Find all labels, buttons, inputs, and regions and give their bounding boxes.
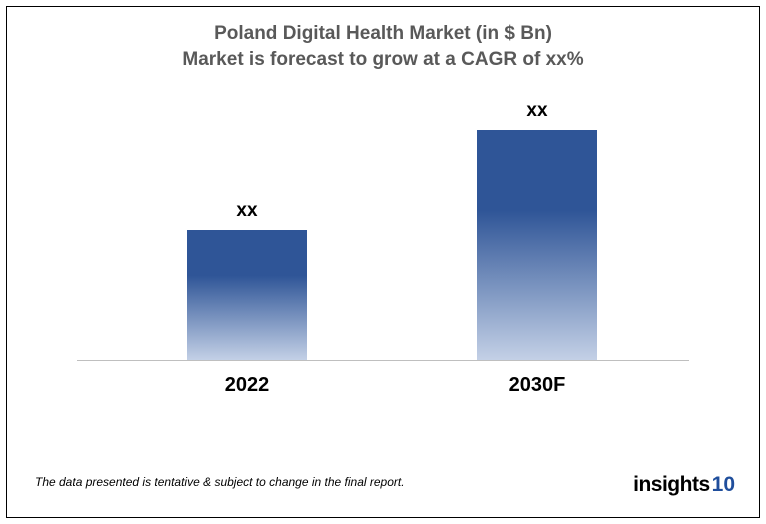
chart-area: xx 2022 xx 2030F xyxy=(77,97,689,397)
chart-baseline xyxy=(77,360,689,361)
bar-2030f xyxy=(477,130,597,360)
bar-2030f-value-label: xx xyxy=(477,100,597,122)
footnote-text: The data presented is tentative & subjec… xyxy=(35,475,405,489)
chart-frame: Poland Digital Health Market (in $ Bn) M… xyxy=(6,6,760,518)
brand-logo: insights10 xyxy=(633,473,735,497)
x-label-2030f: 2030F xyxy=(437,374,637,397)
chart-title-line2: Market is forecast to grow at a CAGR of … xyxy=(7,47,759,73)
brand-logo-main: insights xyxy=(633,473,710,497)
bar-2022 xyxy=(187,230,307,360)
chart-title-block: Poland Digital Health Market (in $ Bn) M… xyxy=(7,7,759,72)
x-label-2022: 2022 xyxy=(147,374,347,397)
chart-title-line1: Poland Digital Health Market (in $ Bn) xyxy=(7,21,759,47)
bar-2022-value-label: xx xyxy=(187,200,307,222)
brand-logo-accent: 10 xyxy=(712,473,735,497)
